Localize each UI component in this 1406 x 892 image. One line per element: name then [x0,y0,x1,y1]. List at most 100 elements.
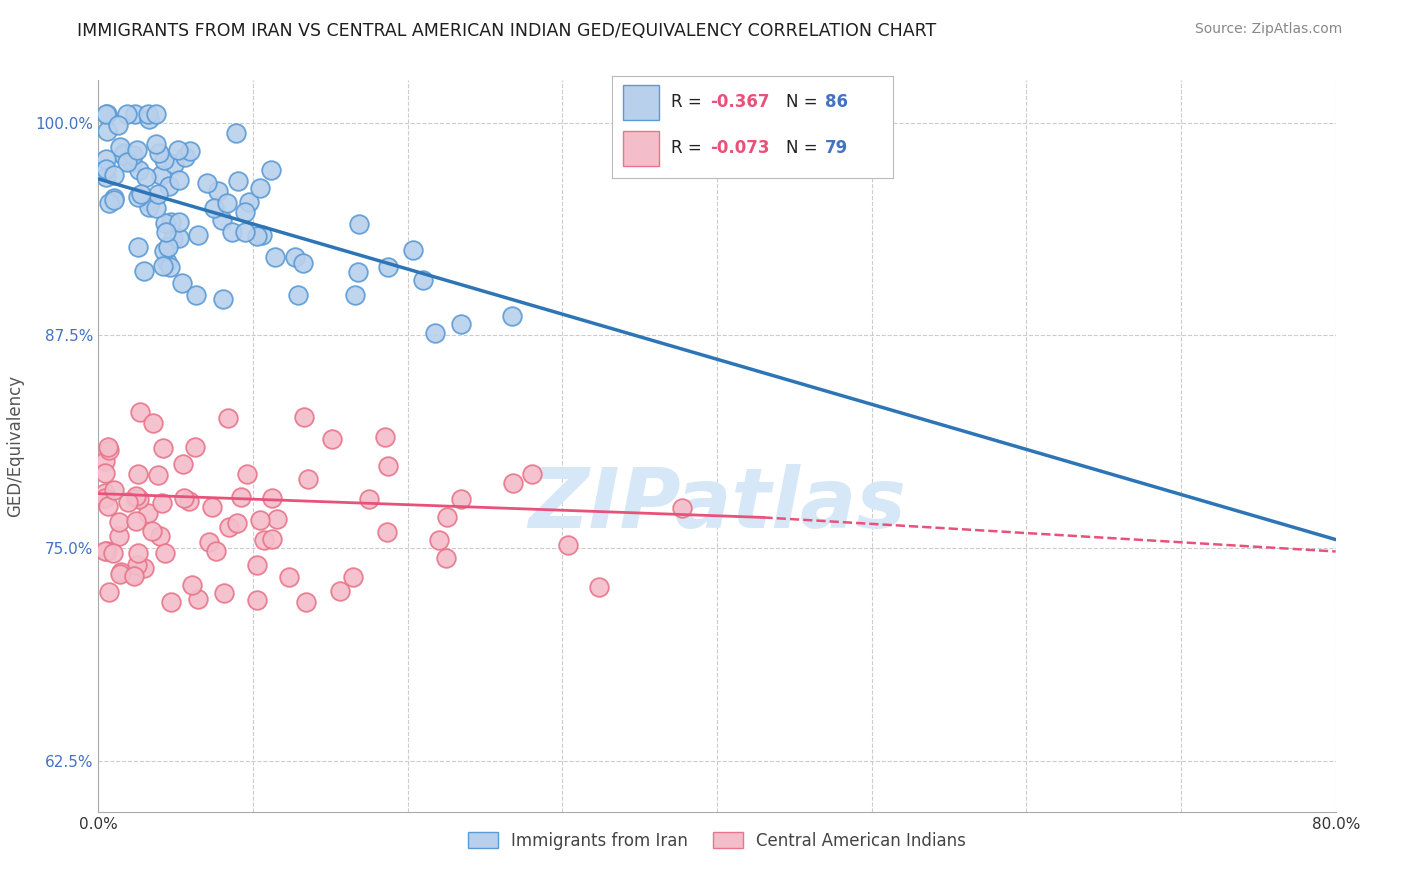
Point [108,567,131,582]
Point [129,186,152,201]
Text: ZIPatlas: ZIPatlas [529,464,905,545]
Point [263,250,285,264]
Point [502,475,524,490]
Point [96,161,118,176]
Point [225,126,247,140]
Point [107,118,129,132]
Point [127,558,149,572]
Point [128,492,150,507]
Point [121,154,143,169]
Point [167,172,190,186]
Point [127,467,149,481]
Point [347,218,370,232]
Point [132,560,155,574]
Point [146,467,169,482]
Point [401,244,423,258]
Point [450,317,472,331]
Point [377,458,399,473]
Point [246,558,269,572]
Point [117,495,139,509]
Point [138,112,160,127]
Bar [623,85,659,120]
Point [260,491,283,505]
Point [162,232,184,246]
Point [183,440,205,454]
Point [291,256,314,270]
Point [93,485,115,500]
Point [122,569,145,583]
Point [260,162,283,177]
Point [252,227,274,242]
Point [167,143,190,157]
Point [152,244,174,258]
Point [117,155,139,169]
Point [139,194,162,209]
Point [125,514,148,528]
Point [233,225,256,239]
Point [136,506,159,520]
Point [198,534,221,549]
Point [211,292,233,306]
Point [125,491,148,505]
Point [112,148,135,162]
Point [127,240,149,254]
Point [375,525,398,540]
Point [156,254,179,268]
Point [153,546,176,560]
Point [501,309,523,323]
Text: 79: 79 [825,139,849,157]
Point [146,186,169,201]
Point [121,567,143,582]
Point [221,225,243,239]
Text: N =: N = [786,93,823,111]
Point [125,489,148,503]
Point [96,544,118,558]
Legend: Immigrants from Iran, Central American Indians: Immigrants from Iran, Central American I… [460,823,974,858]
Point [436,510,458,524]
Bar [623,131,659,166]
Point [103,191,125,205]
Point [93,454,115,468]
Point [96,123,118,137]
Point [294,410,316,425]
Text: IMMIGRANTS FROM IRAN VS CENTRAL AMERICAN INDIAN GED/EQUIVALENCY CORRELATION CHAR: IMMIGRANTS FROM IRAN VS CENTRAL AMERICAN… [77,22,936,40]
Text: 86: 86 [825,93,848,111]
Point [152,441,174,455]
Text: N =: N = [786,139,823,157]
Point [163,157,186,171]
Point [195,176,218,190]
Point [343,288,366,302]
Y-axis label: GED/Equivalency: GED/Equivalency [7,375,24,517]
Point [249,180,271,194]
Point [145,107,167,121]
Point [93,466,115,480]
Point [218,520,240,534]
Point [160,215,183,229]
Point [374,430,396,444]
Text: -0.073: -0.073 [710,139,769,157]
Point [96,107,118,121]
Point [249,513,271,527]
Point [284,250,307,264]
Point [155,225,177,239]
Point [297,472,319,486]
Point [217,196,239,211]
Point [173,151,195,165]
Point [103,483,125,497]
Point [96,169,118,184]
Point [96,107,118,121]
Point [159,260,181,275]
Point [225,516,247,530]
Point [557,538,579,552]
Point [97,499,120,513]
Point [167,231,190,245]
Point [153,216,176,230]
Point [246,229,269,244]
Point [179,494,201,508]
Point [159,595,181,609]
Point [321,432,343,446]
Point [260,532,283,546]
Point [211,213,233,227]
Point [148,146,170,161]
Text: -0.367: -0.367 [710,93,769,111]
